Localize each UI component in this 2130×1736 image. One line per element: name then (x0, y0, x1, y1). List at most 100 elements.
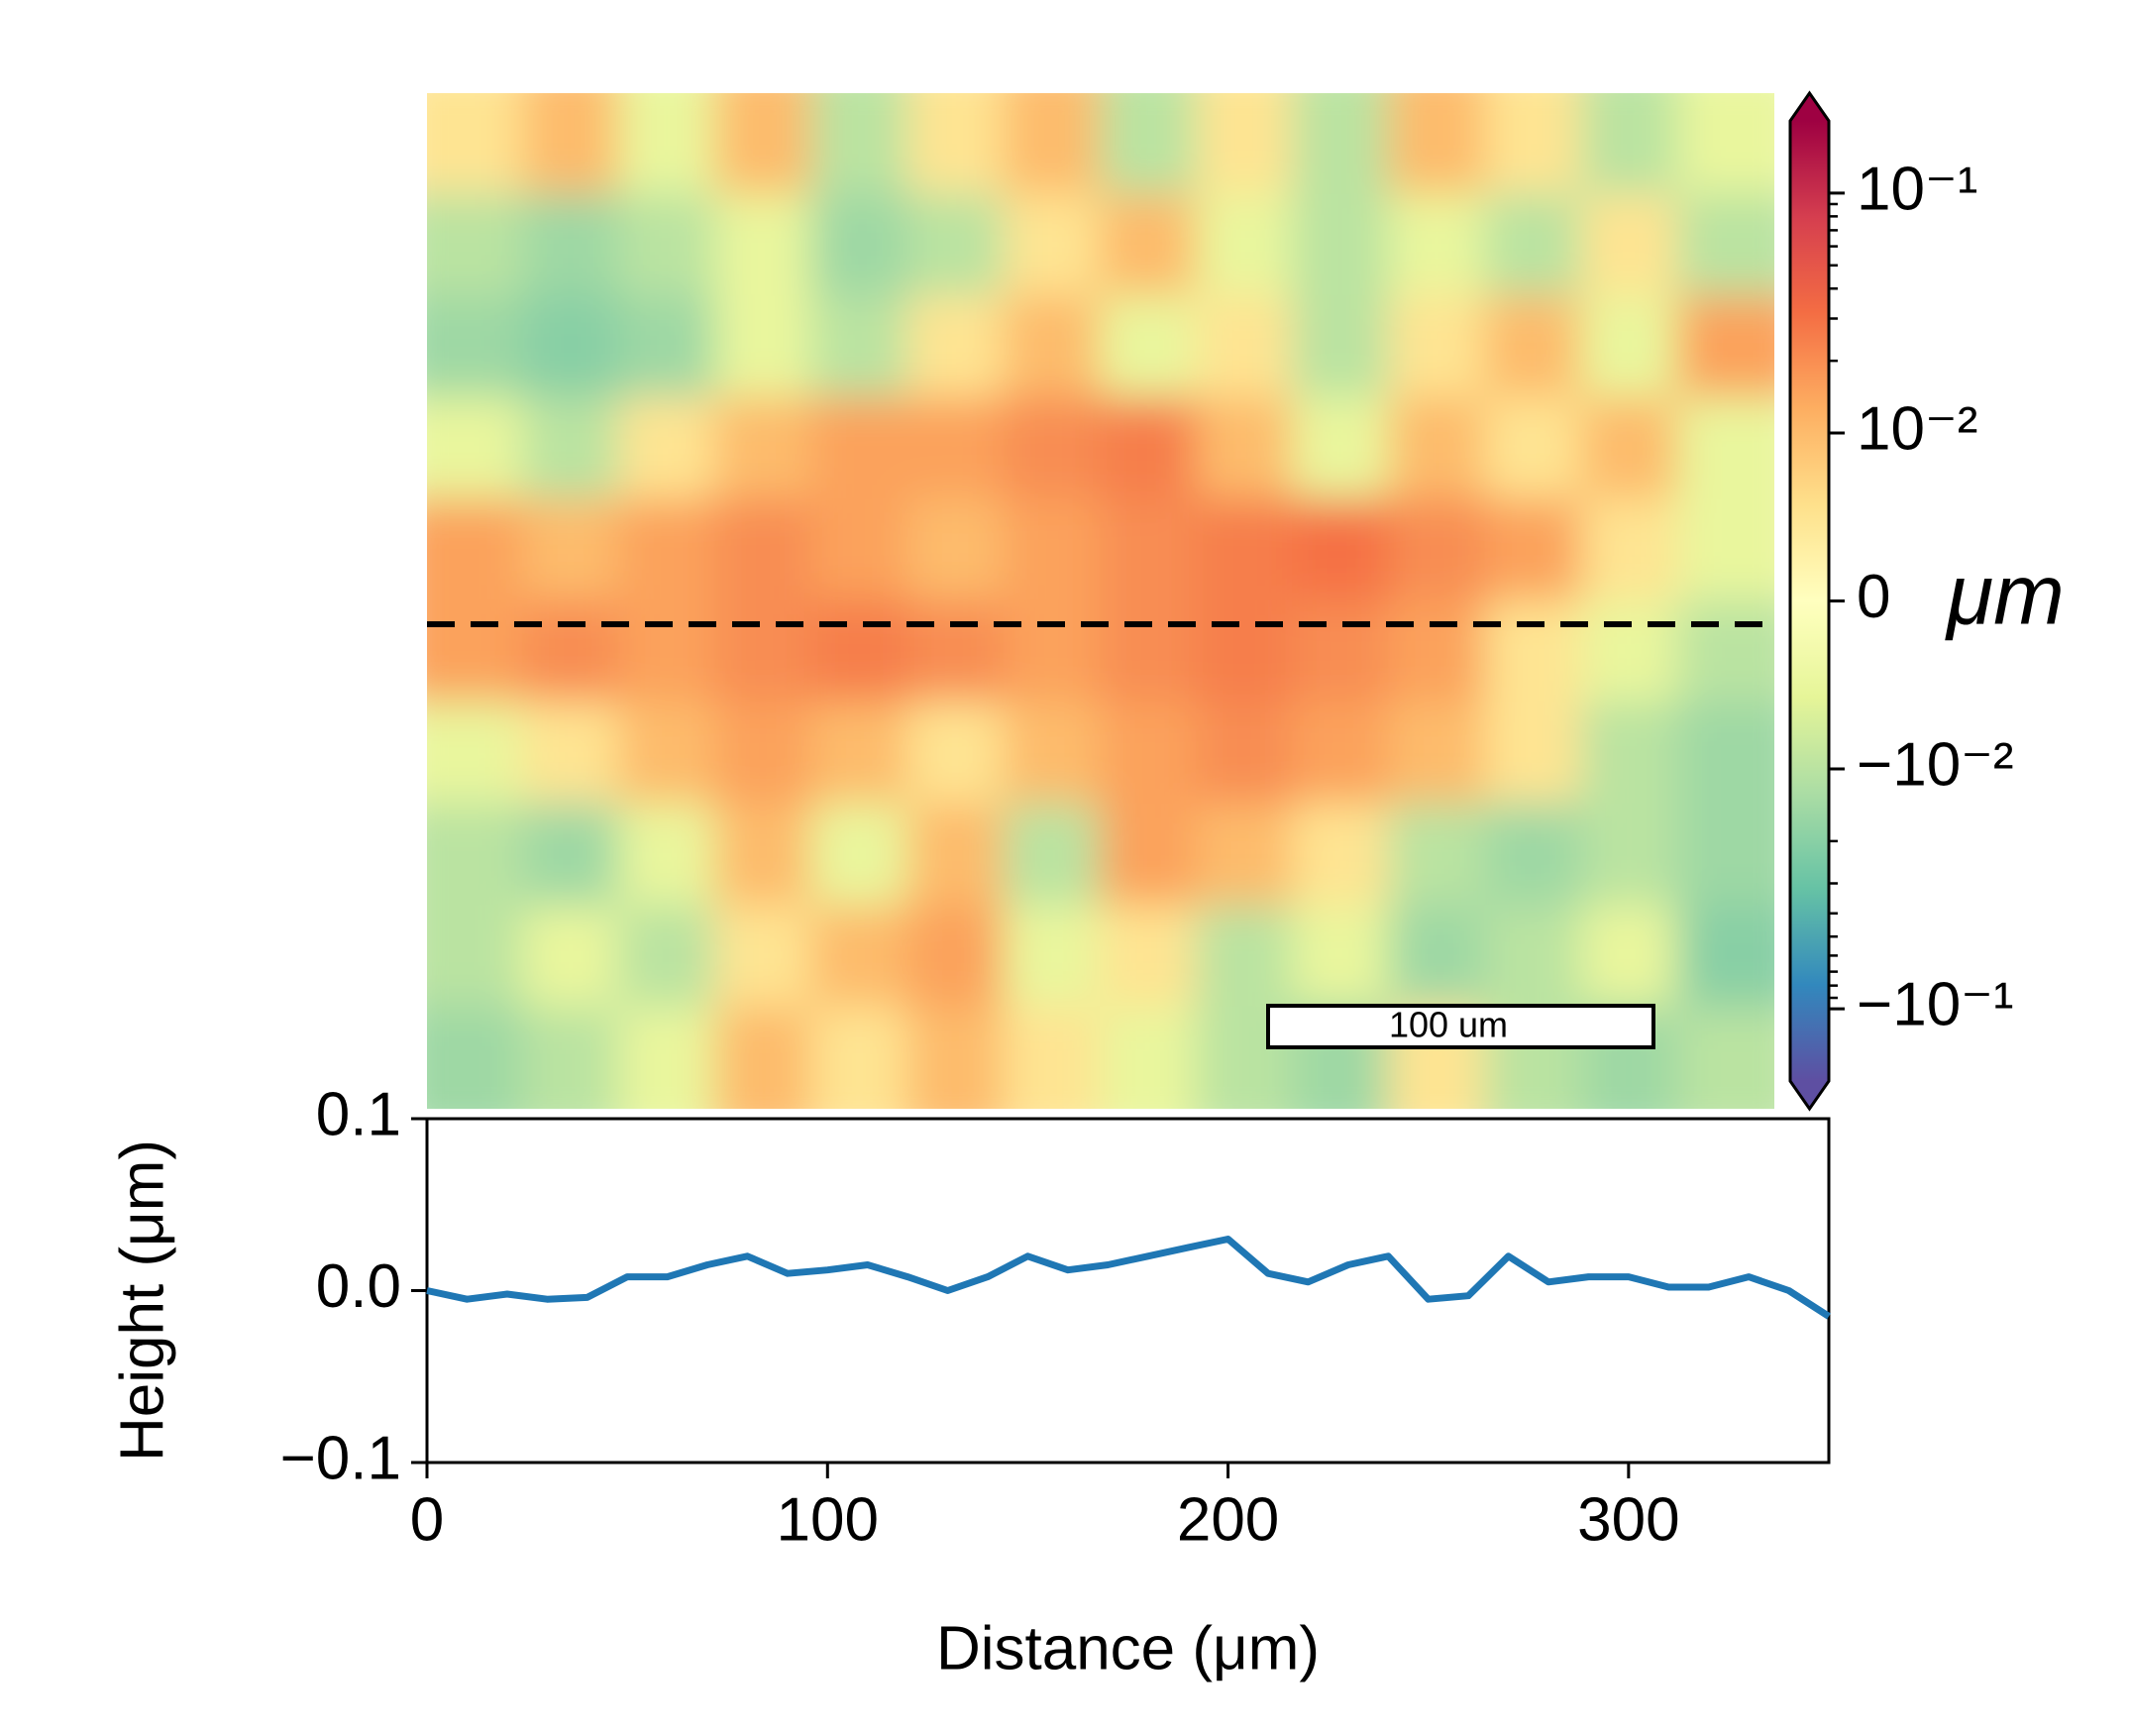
heatmap-cell (906, 93, 1006, 196)
heatmap-cell (1100, 295, 1199, 399)
heatmap-cell (1292, 498, 1391, 602)
colorbar-tick-label: −10⁻¹ (1857, 970, 2014, 1038)
heatmap-cell (906, 498, 1006, 602)
heatmap-cell (1676, 1006, 1774, 1109)
heatmap-cell (1100, 1006, 1199, 1109)
heatmap-cell (427, 193, 525, 297)
heatmap-cell (618, 193, 717, 297)
heatmap-cell (714, 498, 813, 602)
heatmap-cell (1676, 93, 1774, 196)
heatmap-cell (1100, 905, 1199, 1009)
colorbar-tick-label: −10⁻² (1857, 730, 2014, 799)
heatmap-cell (906, 1006, 1006, 1109)
heatmap-cells (427, 93, 1774, 1109)
heatmap-cell (618, 498, 717, 602)
colorbar-tick-label: 10⁻¹ (1857, 155, 1977, 223)
x-axis-label: Distance (μm) (936, 1614, 1320, 1682)
heatmap-cell (1100, 93, 1199, 196)
heatmap-cell (618, 599, 717, 704)
heatmap-cell (427, 498, 525, 602)
y-tick-label: −0.1 (280, 1424, 401, 1492)
heatmap-cell (1100, 599, 1199, 704)
heatmap-cell (1388, 599, 1487, 704)
plot-frame (425, 1117, 1831, 1465)
heatmap-cell (906, 702, 1006, 806)
heatmap-cell (522, 498, 621, 602)
heatmap-cell (1196, 396, 1295, 500)
heatmap-cell (1292, 599, 1391, 704)
heatmap-cell (522, 396, 621, 500)
heatmap-cell (1292, 295, 1391, 399)
heatmap-cell (1580, 396, 1679, 500)
heatmap-cell (1580, 93, 1679, 196)
heatmap-cell (906, 295, 1006, 399)
colorbar-tick-label: 10⁻² (1857, 394, 1977, 463)
heatmap-cell (1484, 702, 1583, 806)
heatmap-cell (1580, 295, 1679, 399)
heatmap-cell (427, 396, 525, 500)
heatmap-cell (522, 803, 621, 907)
heatmap-cell (1676, 905, 1774, 1009)
heatmap-cell (1388, 498, 1487, 602)
heatmap-cell (1484, 905, 1583, 1009)
heatmap-cell (1388, 193, 1487, 297)
heatmap-cell (1292, 803, 1391, 907)
heatmap-cell (522, 193, 621, 297)
heatmap-cell (1100, 803, 1199, 907)
heatmap-cell (1580, 193, 1679, 297)
heatmap-cell (1676, 396, 1774, 500)
heatmap-cell (1196, 93, 1295, 196)
profile-plot: 0.1 0.0 −0.10 100 200 300 Distance (μm) Height … (108, 1080, 1831, 1682)
heatmap-cell (1676, 295, 1774, 399)
heatmap-cell (522, 599, 621, 704)
heatmap-cell (427, 93, 525, 196)
heatmap-cell (1580, 498, 1679, 602)
heatmap-cell (714, 905, 813, 1009)
heatmap-cell (1580, 905, 1679, 1009)
heatmap-cell (618, 396, 717, 500)
heatmap-cell (427, 905, 525, 1009)
heatmap-cell (1484, 599, 1583, 704)
colorbar-body (1790, 121, 1829, 1081)
heatmap (427, 93, 1774, 1109)
heatmap-cell (1003, 193, 1102, 297)
heatmap-cell (714, 93, 813, 196)
y-tick-label: 0.0 (316, 1252, 401, 1321)
heatmap-cell (1292, 93, 1391, 196)
heatmap-cell (1484, 396, 1583, 500)
scale-bar-label: 100 um (1389, 1005, 1508, 1045)
heatmap-cell (1388, 295, 1487, 399)
heatmap-cell (1196, 599, 1295, 704)
heatmap-cell (1580, 599, 1679, 704)
heatmap-cell (1580, 803, 1679, 907)
heatmap-cell (1292, 905, 1391, 1009)
heatmap-cell (618, 1006, 717, 1109)
heatmap-cell (1676, 193, 1774, 297)
heatmap-cell (810, 295, 909, 399)
heatmap-cell (1003, 905, 1102, 1009)
heatmap-cell (1196, 702, 1295, 806)
heatmap-cell (1003, 295, 1102, 399)
heatmap-cell (427, 1006, 525, 1109)
heatmap-cell (1676, 599, 1774, 704)
heatmap-cell (1003, 93, 1102, 196)
heatmap-cell (1580, 702, 1679, 806)
heatmap-cell (1003, 803, 1102, 907)
scale-bar (1266, 1004, 1655, 1049)
heatmap-cell (618, 295, 717, 399)
heatmap-cell (1100, 702, 1199, 806)
heatmap-cell (522, 905, 621, 1009)
heatmap-cell (810, 1006, 909, 1109)
heatmap-cell (810, 396, 909, 500)
heatmap-cell (714, 599, 813, 704)
heatmap-cell (714, 295, 813, 399)
heatmap-cell (1484, 193, 1583, 297)
heatmap-cell (522, 1006, 621, 1109)
heatmap-cell (1196, 193, 1295, 297)
heatmap-cell (1388, 702, 1487, 806)
heatmap-cell (618, 702, 717, 806)
heatmap-cell (810, 702, 909, 806)
heatmap-cell (1676, 498, 1774, 602)
heatmap-cell (1676, 702, 1774, 806)
